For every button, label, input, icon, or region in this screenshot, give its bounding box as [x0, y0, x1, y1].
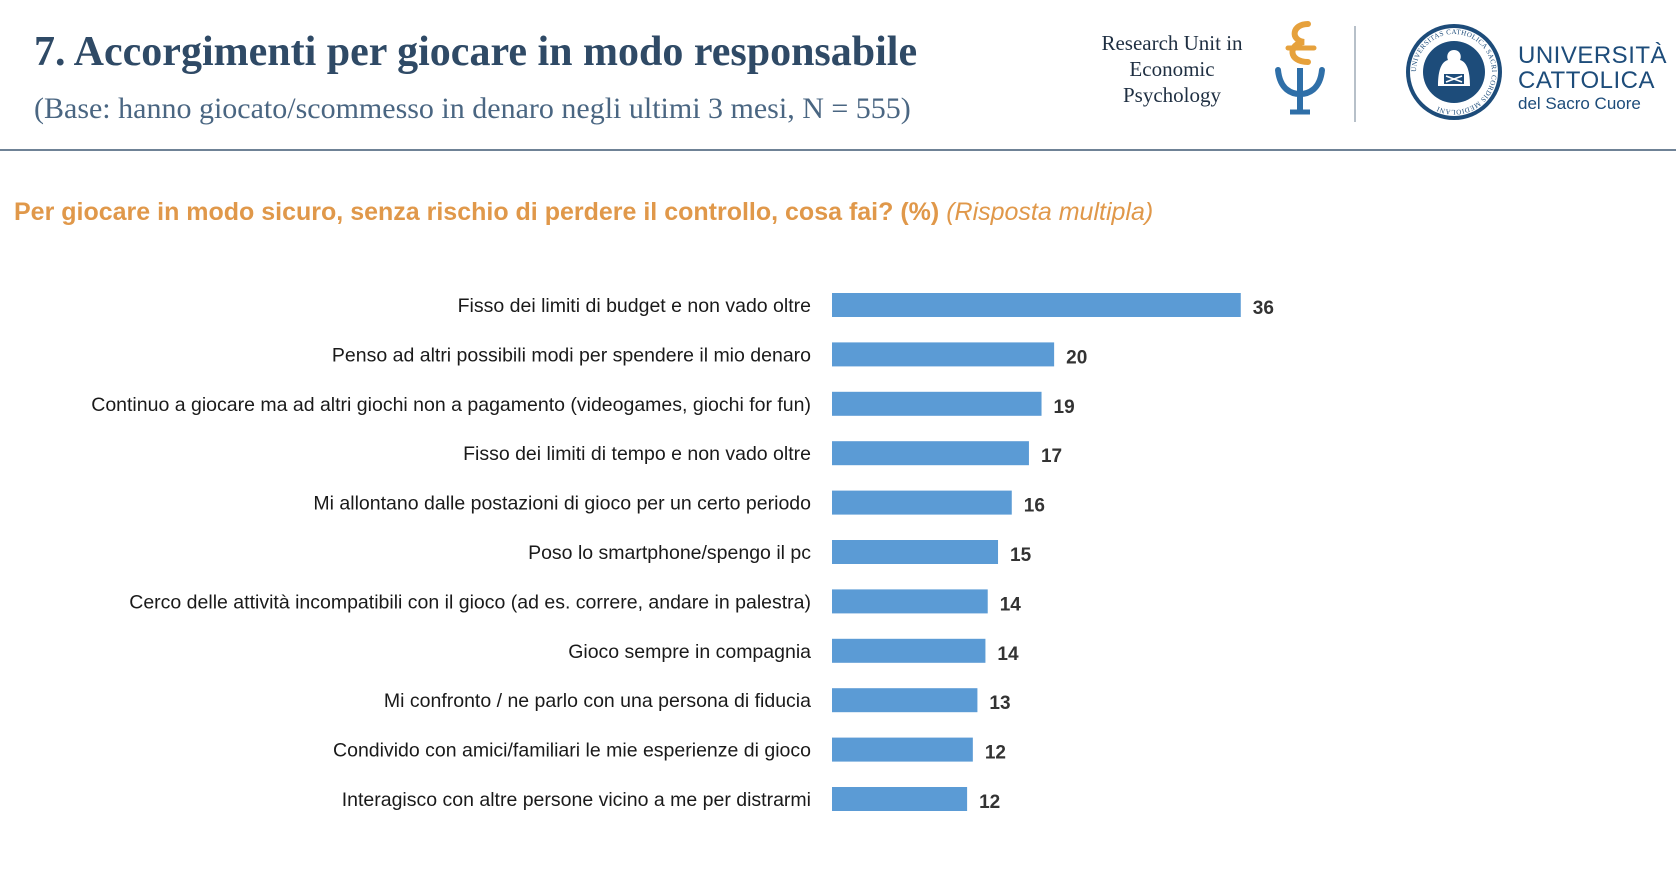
- category-label: Penso ad altri possibili modi per spende…: [332, 344, 811, 366]
- bar: [832, 490, 1012, 515]
- category-label: Cerco delle attività incompatibili con i…: [129, 591, 811, 613]
- page-title: 7. Accorgimenti per giocare in modo resp…: [34, 29, 918, 75]
- category-label: Gioco sempre in compagnia: [568, 641, 811, 663]
- data-label: 12: [979, 792, 1000, 813]
- bar: [832, 391, 1042, 416]
- data-label: 15: [1010, 545, 1032, 566]
- research-unit-line-1: Research Unit in: [1101, 31, 1243, 55]
- bar-chart: Fisso dei limiti di budget e non vado ol…: [91, 293, 1274, 813]
- bar: [832, 589, 988, 614]
- question-title: Per giocare in modo sicuro, senza rischi…: [14, 198, 1153, 227]
- bar: [832, 293, 1241, 317]
- bar: [832, 342, 1055, 367]
- bar: [832, 787, 968, 811]
- university-name-line-1: UNIVERSITÀ: [1518, 42, 1668, 69]
- logo-divider: [1354, 26, 1356, 122]
- university-seal-icon: UNIVERSITAS CATHOLICA SACRI CORDIS MEDIO…: [1406, 24, 1502, 120]
- bar: [832, 737, 973, 762]
- category-label: Poso lo smartphone/spengo il pc: [528, 542, 811, 564]
- data-label: 36: [1253, 298, 1274, 319]
- category-label: Fisso dei limiti di tempo e non vado olt…: [463, 443, 811, 465]
- page-subtitle: (Base: hanno giocato/scommesso in denaro…: [34, 92, 911, 125]
- question-text: Per giocare in modo sicuro, senza rischi…: [14, 198, 940, 226]
- category-label: Continuo a giocare ma ad altri giochi no…: [91, 394, 811, 416]
- category-label: Fisso dei limiti di budget e non vado ol…: [458, 295, 811, 317]
- data-label: 19: [1054, 397, 1075, 418]
- university-name-line-3: del Sacro Cuore: [1518, 94, 1641, 113]
- bar: [832, 688, 978, 713]
- bar: [832, 638, 986, 663]
- data-label: 12: [985, 743, 1006, 764]
- bar: [832, 441, 1029, 466]
- header-divider: [0, 149, 1676, 151]
- university-name-line-2: CATTOLICA: [1518, 67, 1655, 94]
- data-label: 14: [997, 644, 1019, 665]
- research-unit-label: Research Unit in Economic Psychology: [1082, 30, 1262, 108]
- psychology-logo-icon: [1275, 21, 1325, 115]
- research-unit-line-3: Psychology: [1122, 83, 1221, 107]
- data-label: 17: [1041, 446, 1062, 467]
- category-label: Mi confronto / ne parlo con una persona …: [384, 690, 811, 712]
- data-label: 13: [989, 693, 1010, 714]
- data-label: 14: [1000, 594, 1022, 615]
- category-label: Interagisco con altre persone vicino a m…: [342, 789, 811, 811]
- research-unit-line-2: Economic: [1129, 57, 1215, 81]
- question-note: (Risposta multipla): [946, 198, 1154, 226]
- category-label: Mi allontano dalle postazioni di gioco p…: [313, 493, 811, 515]
- data-label: 20: [1066, 347, 1087, 368]
- university-name: UNIVERSITÀ CATTOLICA del Sacro Cuore: [1518, 42, 1668, 113]
- category-label: Condivido con amici/familiari le mie esp…: [333, 740, 811, 762]
- bar: [832, 540, 999, 564]
- data-label: 16: [1024, 496, 1045, 517]
